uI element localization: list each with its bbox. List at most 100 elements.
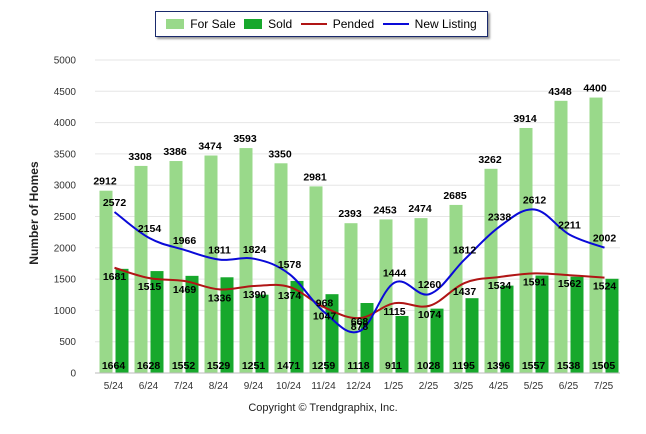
data-label-sold: 1471 bbox=[277, 360, 301, 372]
data-label-pended: 1437 bbox=[453, 286, 477, 298]
x-tick-label: 2/25 bbox=[419, 381, 439, 392]
data-label-sold: 1396 bbox=[487, 360, 511, 372]
x-axis: 5/24 6/24 7/24 8/24 9/24 10/24 11/24 12/24 1/25 2… bbox=[95, 372, 620, 392]
copyright-text: Copyright © Trendgraphix, Inc. bbox=[248, 402, 398, 414]
data-label-new-listing: 1578 bbox=[278, 259, 302, 271]
data-label-for-sale: 2393 bbox=[338, 208, 362, 220]
data-label-sold: 1505 bbox=[592, 360, 616, 372]
data-label-sold: 1251 bbox=[242, 360, 266, 372]
y-tick-label: 0 bbox=[70, 369, 76, 380]
data-label-new-listing: 1260 bbox=[418, 279, 442, 291]
bar-sold bbox=[185, 275, 199, 373]
x-tick-label: 9/24 bbox=[244, 381, 264, 392]
data-label-new-listing: 1444 bbox=[383, 268, 407, 280]
y-tick-label: 2000 bbox=[54, 243, 77, 254]
data-label-new-listing: 2154 bbox=[138, 223, 162, 235]
legend-swatch-sold bbox=[244, 19, 263, 29]
bar-sold bbox=[430, 308, 444, 373]
bar-sold bbox=[465, 298, 479, 373]
legend-item-new-listing: New Listing bbox=[382, 17, 477, 31]
bar-for-sale bbox=[134, 165, 148, 373]
legend-item-sold: Sold bbox=[244, 17, 292, 31]
data-label-for-sale: 3593 bbox=[233, 133, 257, 145]
x-tick-label: 7/24 bbox=[174, 381, 194, 392]
data-label-sold: 1538 bbox=[557, 360, 581, 372]
data-label-sold: 1118 bbox=[347, 360, 369, 372]
y-tick-label: 3000 bbox=[54, 181, 77, 192]
bar-for-sale bbox=[169, 161, 183, 373]
y-tick-label: 5000 bbox=[54, 56, 77, 67]
bar-sold bbox=[570, 276, 584, 373]
lines bbox=[113, 208, 605, 334]
data-label-new-listing: 1966 bbox=[173, 235, 197, 247]
x-tick-label: 12/24 bbox=[346, 381, 371, 392]
x-tick-label: 5/24 bbox=[104, 381, 124, 392]
x-tick-label: 3/25 bbox=[454, 381, 474, 392]
data-label-for-sale: 2685 bbox=[443, 190, 467, 202]
data-label-for-sale: 3308 bbox=[128, 151, 152, 163]
data-label-pended: 1374 bbox=[278, 290, 302, 302]
data-label-new-listing: 2002 bbox=[593, 233, 617, 245]
bar-for-sale bbox=[99, 190, 113, 373]
x-tick-label: 10/24 bbox=[276, 381, 301, 392]
legend-label-for-sale: For Sale bbox=[190, 17, 236, 31]
data-label-for-sale: 4400 bbox=[583, 83, 607, 95]
data-label-sold: 1195 bbox=[452, 360, 475, 372]
data-labels: 2912 1664 1681 2572 3308 1628 1515 2154 3386 1552… bbox=[93, 83, 616, 372]
bar-sold bbox=[150, 271, 164, 373]
data-label-pended: 878 bbox=[351, 321, 369, 333]
x-tick-label: 8/24 bbox=[209, 381, 229, 392]
data-label-pended: 1115 bbox=[383, 306, 405, 318]
x-tick-label: 5/25 bbox=[524, 381, 544, 392]
legend-label-pended: Pended bbox=[332, 17, 375, 31]
data-label-pended: 1562 bbox=[558, 278, 582, 290]
bar-sold bbox=[220, 277, 234, 373]
data-label-pended: 1524 bbox=[593, 281, 617, 293]
series-line-new-listing bbox=[113, 208, 605, 334]
y-axis: 0 500 1000 1500 2000 2500 3000 3500 4000 4500 5000 bbox=[54, 56, 77, 380]
data-label-for-sale: 2981 bbox=[303, 171, 327, 183]
data-label-pended: 1534 bbox=[488, 280, 512, 292]
data-label-sold: 1529 bbox=[207, 360, 231, 372]
bar-for-sale bbox=[414, 218, 428, 373]
legend-item-pended: Pended bbox=[300, 17, 375, 31]
bar-for-sale bbox=[484, 168, 498, 373]
bar-sold bbox=[535, 275, 549, 373]
data-label-pended: 1591 bbox=[523, 276, 547, 288]
x-tick-label: 4/25 bbox=[489, 381, 509, 392]
legend: For Sale Sold Pended New Listing bbox=[155, 11, 488, 37]
data-label-pended: 1681 bbox=[103, 271, 127, 283]
data-label-new-listing: 668 bbox=[351, 316, 369, 328]
bar-for-sale bbox=[519, 127, 533, 373]
x-tick-label: 7/25 bbox=[594, 381, 614, 392]
data-label-pended: 1074 bbox=[418, 309, 442, 321]
data-label-sold: 911 bbox=[385, 360, 402, 372]
data-label-sold: 1557 bbox=[522, 360, 546, 372]
data-label-pended: 1390 bbox=[243, 289, 267, 301]
data-label-pended: 1336 bbox=[208, 292, 232, 304]
x-tick-label: 6/25 bbox=[559, 381, 579, 392]
data-label-for-sale: 2912 bbox=[93, 176, 117, 188]
bar-for-sale bbox=[309, 186, 323, 373]
legend-swatch-new-listing bbox=[382, 23, 409, 25]
y-axis-title: Number of Homes bbox=[27, 161, 41, 265]
data-label-pended: 1469 bbox=[173, 284, 197, 296]
data-label-new-listing: 2572 bbox=[103, 197, 127, 209]
data-label-sold: 1664 bbox=[102, 360, 126, 372]
data-label-pended: 1047 bbox=[313, 310, 337, 322]
bar-sold bbox=[395, 315, 409, 373]
bar-sold bbox=[290, 280, 304, 373]
data-label-for-sale: 2474 bbox=[408, 203, 432, 215]
legend-label-new-listing: New Listing bbox=[414, 17, 477, 31]
data-label-for-sale: 2453 bbox=[373, 204, 397, 216]
data-label-for-sale: 3474 bbox=[198, 141, 222, 153]
legend-swatch-for-sale bbox=[166, 19, 185, 29]
bar-sold bbox=[605, 278, 619, 373]
bar-for-sale bbox=[204, 155, 218, 373]
bar-for-sale bbox=[344, 223, 358, 373]
data-label-for-sale: 3350 bbox=[268, 148, 292, 160]
bar-for-sale bbox=[589, 97, 603, 373]
data-label-new-listing: 2612 bbox=[523, 194, 547, 206]
bar-sold bbox=[325, 294, 339, 373]
